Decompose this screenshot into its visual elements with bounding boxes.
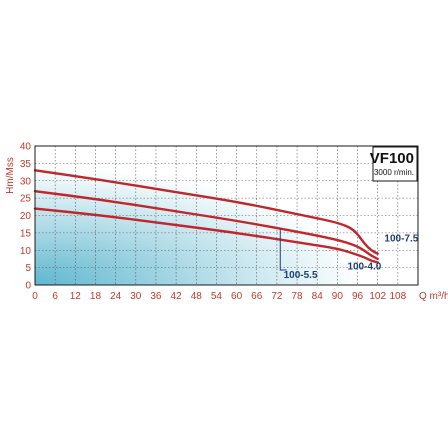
- series-label-100-4.0: 100-4.0: [347, 261, 381, 272]
- y-tick-label: 0: [25, 281, 31, 292]
- title-box-frame: [372, 146, 418, 182]
- curve-100-7.5: [33, 169, 379, 255]
- label-pointers: [279, 229, 287, 271]
- curve-100-5.5: [33, 190, 379, 261]
- y-axis-label: Hm/Mss: [5, 157, 16, 194]
- y-tick-label: 40: [20, 142, 32, 153]
- series-label-100-5.5: 100-5.5: [284, 270, 318, 281]
- series-label-100-7.5: 100-7.5: [384, 234, 418, 245]
- title-box: VF100 3000 r/min.: [370, 146, 418, 182]
- series-labels: 100-7.5 100-4.0 100-5.5: [284, 234, 419, 281]
- y-tick-label: 10: [20, 246, 32, 257]
- plot-frame: [34, 145, 419, 286]
- y-tick-label: 35: [20, 159, 32, 170]
- x-tick-label: 42: [171, 291, 183, 302]
- x-tick-label: 90: [332, 291, 344, 302]
- pump-curves: [33, 169, 379, 264]
- x-tick-label: 78: [291, 291, 303, 302]
- x-tick-label: 30: [130, 291, 142, 302]
- chart-title: VF100: [370, 150, 414, 167]
- y-axis-ticks: 0 5 10 15 20 25 30 35 40: [20, 142, 32, 292]
- x-tick-label: 102: [369, 291, 386, 302]
- x-tick-label: 24: [110, 291, 122, 302]
- y-tick-label: 30: [20, 176, 32, 187]
- x-tick-label: 60: [231, 291, 243, 302]
- x-tick-label: 54: [211, 291, 223, 302]
- x-tick-label: 66: [251, 291, 263, 302]
- chart-subtitle: 3000 r/min.: [374, 168, 414, 177]
- x-axis-label: Q m³/h: [419, 291, 448, 302]
- x-tick-label: 72: [271, 291, 283, 302]
- label-pointer: [279, 229, 287, 271]
- curve-100-4.0: [33, 207, 379, 264]
- x-tick-label: 18: [90, 291, 102, 302]
- y-tick-label: 20: [20, 211, 32, 222]
- y-tick-label: 5: [25, 263, 31, 274]
- x-tick-label: 48: [191, 291, 203, 302]
- x-tick-label: 0: [32, 291, 38, 302]
- x-tick-label: 96: [352, 291, 364, 302]
- x-tick-label: 84: [312, 291, 324, 302]
- x-tick-label: 108: [389, 291, 406, 302]
- x-tick-label: 12: [70, 291, 82, 302]
- x-tick-label: 36: [150, 291, 162, 302]
- x-tick-label: 6: [52, 291, 58, 302]
- x-axis-ticks: 0 6 12 18 24 30 36 42 48 54 60 66 72 78 84 90 96 102 108: [32, 291, 406, 302]
- y-tick-label: 25: [20, 194, 32, 205]
- y-tick-label: 15: [20, 228, 32, 239]
